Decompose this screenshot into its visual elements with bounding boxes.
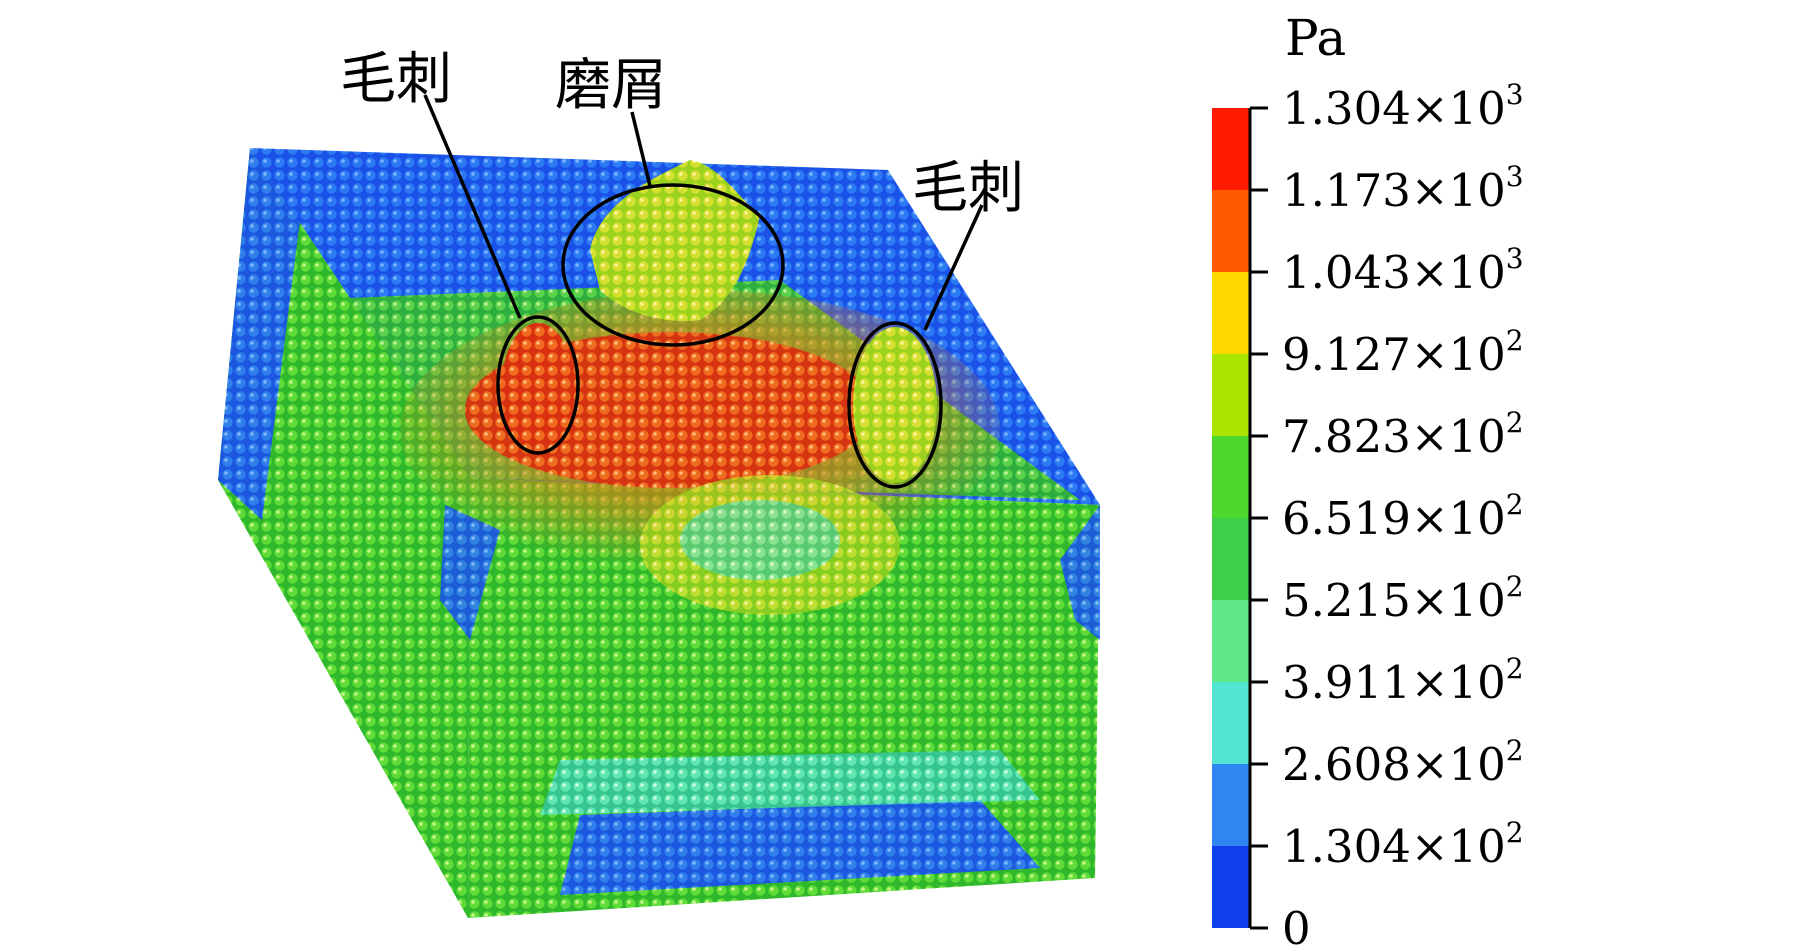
colorbar-segment (1212, 846, 1250, 928)
block-left-blue-strip (218, 148, 300, 520)
burr-left-particles (502, 323, 574, 447)
colorbar-tick-label: 1.304×103 (1282, 78, 1524, 135)
colorbar-segment (1212, 354, 1250, 436)
block-corner-patch-right (1060, 505, 1100, 640)
colorbar-segment (1212, 600, 1250, 682)
burr-right-leader (923, 204, 984, 331)
colorbar-segment (1212, 682, 1250, 764)
colorbar-tick-label: 7.823×102 (1282, 406, 1524, 463)
block-front-cyan-band (540, 750, 1040, 815)
burr-left-leader (423, 94, 522, 319)
colorbar-zero-label: 0 (1282, 902, 1311, 948)
wear-pit-cyan (680, 500, 840, 580)
block-corner-patch-left (440, 505, 500, 640)
colorbar-tick-label: 2.608×102 (1282, 734, 1524, 791)
colorbar-tick-label: 6.519×102 (1282, 488, 1524, 545)
debris-leader (630, 111, 652, 187)
burr-left-ellipse (496, 315, 580, 455)
debris-particles (590, 160, 760, 321)
colorbar-segment (1212, 436, 1250, 518)
colorbar-tick-label: 9.127×102 (1282, 324, 1524, 381)
colorbar-segment (1212, 108, 1250, 190)
colorbar-tick-label: 1.304×102 (1282, 816, 1524, 873)
annotation-markers (423, 94, 984, 489)
block-front-blue-band (560, 800, 1040, 895)
particle-block (218, 148, 1100, 918)
burr-right-particles (853, 327, 937, 483)
colorbar-segment (1212, 272, 1250, 354)
colorbar-segment (1212, 764, 1250, 846)
color-legend: Pa 1.304×103 1.173×103 1.043×103 9.127×102 7… (1212, 9, 1524, 948)
debris-ellipse (561, 183, 785, 347)
colorbar-unit-label: Pa (1285, 9, 1346, 67)
colorbar-segment (1212, 190, 1250, 272)
colorbar-tick-label: 5.215×102 (1282, 570, 1524, 627)
burr-right-label: 毛刺 (912, 156, 1024, 221)
burr-right-ellipse (847, 321, 943, 489)
colorbar-tick-label: 1.043×103 (1282, 242, 1524, 299)
colorbar-segment (1212, 518, 1250, 600)
colorbar-tick-label: 1.173×103 (1282, 160, 1524, 217)
colorbar-tick-label: 3.911×102 (1282, 652, 1524, 709)
debris-label: 磨屑 (555, 53, 667, 118)
burr-left-label: 毛刺 (340, 47, 452, 112)
